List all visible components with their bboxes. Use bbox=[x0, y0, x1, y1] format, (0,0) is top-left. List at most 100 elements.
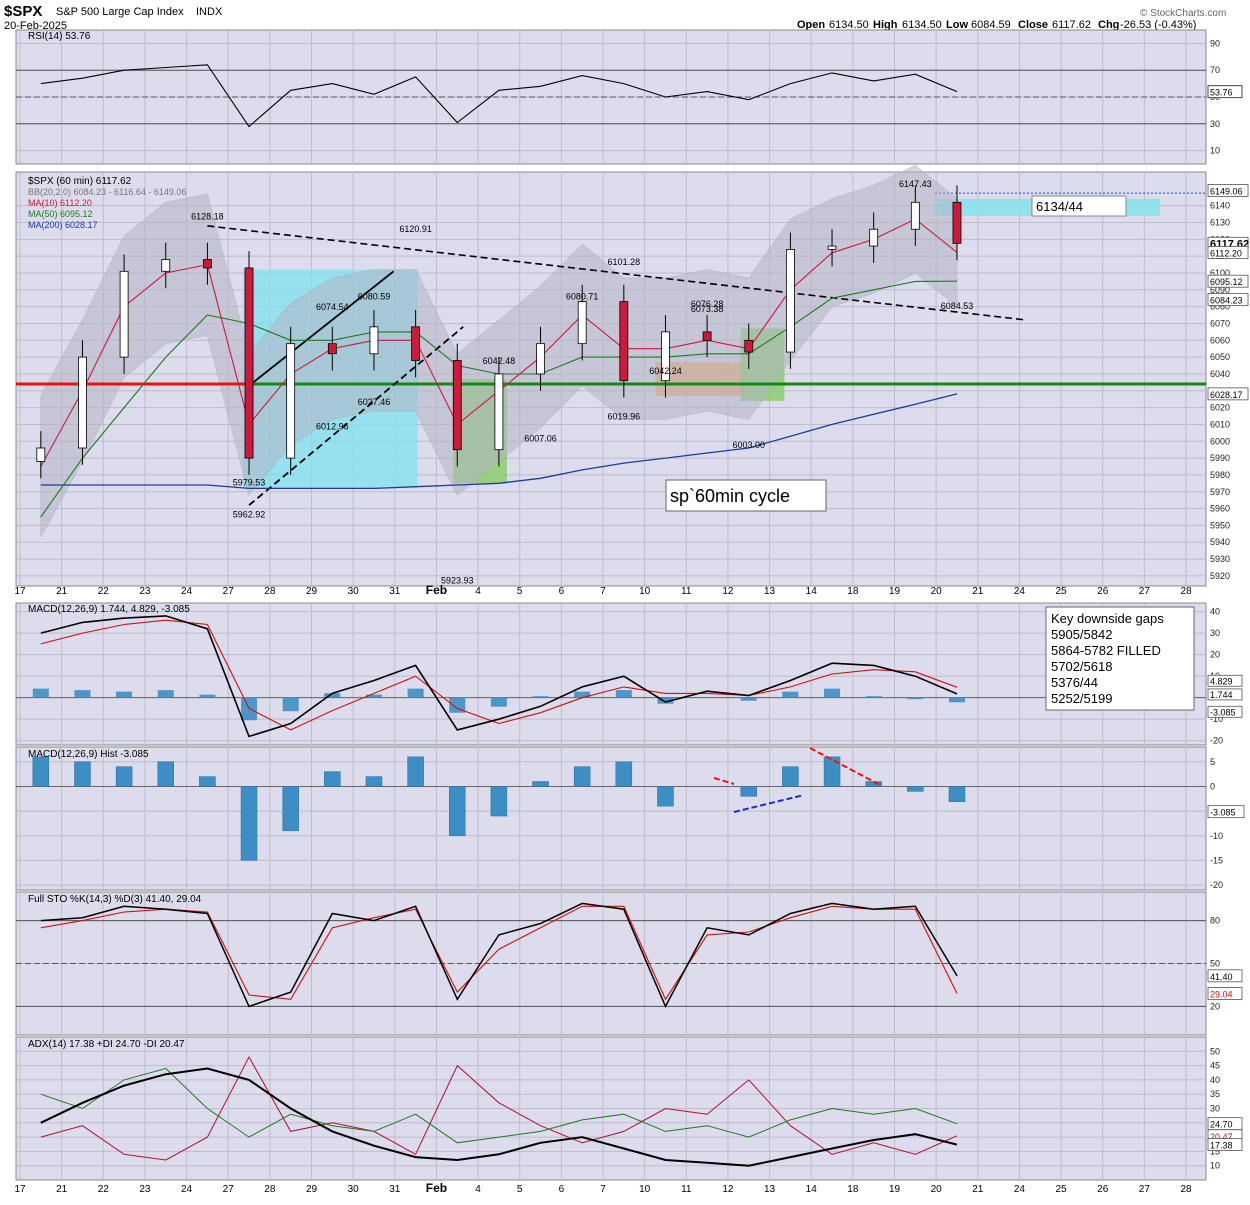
x-axis-label: Feb bbox=[426, 1181, 447, 1195]
macd-hist-bar bbox=[199, 694, 216, 698]
price-label: 6128.18 bbox=[191, 212, 224, 222]
candle-body bbox=[78, 356, 87, 449]
x-axis-label: 31 bbox=[389, 1184, 401, 1195]
x-axis-label: 21 bbox=[56, 1184, 68, 1195]
x-axis-label: 5 bbox=[517, 586, 523, 597]
x-axis-label: 26 bbox=[1097, 586, 1109, 597]
ma200-line bbox=[40, 393, 958, 490]
price-label: 6073.38 bbox=[691, 304, 724, 314]
x-axis-label: 13 bbox=[764, 1184, 776, 1195]
bollinger-band bbox=[40, 164, 958, 538]
adx-plus-di-line bbox=[40, 1067, 958, 1144]
sto-right-label: 29.04 bbox=[1210, 989, 1233, 999]
macd-hist-bar bbox=[74, 690, 91, 698]
price-label: 6042.48 bbox=[483, 356, 516, 366]
x-axis-label: 29 bbox=[306, 586, 318, 597]
sto-k-line bbox=[40, 902, 958, 1009]
hist-last-box bbox=[1207, 805, 1245, 819]
macd-tick-label: 30 bbox=[1210, 628, 1220, 638]
macd-hist-bar bbox=[532, 696, 549, 698]
x-axis-label: 18 bbox=[847, 1184, 859, 1195]
x-axis-label: 6 bbox=[559, 1184, 565, 1195]
hist-bar bbox=[324, 771, 341, 787]
macd-right-label: 4.829 bbox=[1210, 676, 1233, 686]
ma50-legend: MA(50) 6095.12 bbox=[28, 209, 93, 219]
price-tick-label: 5970 bbox=[1210, 487, 1230, 497]
price-label: 6019.96 bbox=[608, 412, 641, 422]
x-axis-label: 27 bbox=[223, 586, 235, 597]
macd-hist-bar bbox=[116, 691, 133, 698]
price-label: 6042.24 bbox=[649, 366, 682, 376]
price-label: 6101.28 bbox=[608, 257, 641, 267]
chg-value: -26.53 (-0.43%) bbox=[1120, 19, 1196, 31]
macd-hist-bar bbox=[574, 691, 591, 698]
price-tick-label: 6000 bbox=[1210, 436, 1230, 446]
hist-tick-label: -10 bbox=[1210, 831, 1223, 841]
macd-hist-bar bbox=[740, 697, 757, 701]
high-label: High bbox=[873, 19, 898, 31]
sto-legend: Full STO %K(14,3) %D(3) 41.40, 29.04 bbox=[28, 894, 202, 905]
low-label: Low bbox=[946, 19, 968, 31]
macd-hist-bar bbox=[824, 688, 841, 698]
x-axis-label: 21 bbox=[56, 586, 68, 597]
price-tick-label: 6060 bbox=[1210, 335, 1230, 345]
hist-bar bbox=[782, 766, 799, 787]
macd-hist-bar bbox=[657, 697, 674, 704]
price-tick-label: 6100 bbox=[1210, 268, 1230, 278]
candle-body bbox=[910, 201, 920, 230]
price-label: 6084.53 bbox=[941, 301, 974, 311]
x-axis-label: 25 bbox=[1056, 1184, 1068, 1195]
open-label: Open bbox=[797, 19, 825, 31]
price-label: 6120.91 bbox=[399, 224, 432, 234]
candle-body bbox=[161, 259, 171, 272]
adx-right-label: 24.70 bbox=[1210, 1120, 1233, 1130]
adx-tick-label: 35 bbox=[1210, 1089, 1220, 1099]
price-tick-label: 6090 bbox=[1210, 285, 1230, 295]
x-axis-label: 7 bbox=[600, 586, 606, 597]
price-right-box bbox=[1207, 184, 1249, 197]
gap-3: 5702/5618 bbox=[1051, 659, 1112, 674]
price-tick-label: 5930 bbox=[1210, 554, 1230, 564]
x-axis-label: 22 bbox=[98, 586, 110, 597]
x-axis-label: 6 bbox=[559, 586, 565, 597]
x-axis-label: 30 bbox=[348, 586, 360, 597]
channel-lower-line bbox=[248, 326, 464, 506]
divergence-red-long bbox=[809, 747, 881, 786]
adx-minus-di-line bbox=[40, 1055, 958, 1161]
x-axis-label: 27 bbox=[223, 1184, 235, 1195]
chart-exchange: INDX bbox=[196, 6, 223, 18]
price-label: 5979.53 bbox=[233, 478, 266, 488]
price-label: 5923.93 bbox=[441, 575, 474, 585]
x-axis-label: 5 bbox=[517, 1184, 523, 1195]
hist-bar bbox=[240, 786, 258, 861]
hist-tick-label: 5 bbox=[1210, 757, 1215, 767]
x-axis-label: 24 bbox=[1014, 1184, 1026, 1195]
x-axis-label: 21 bbox=[972, 1184, 984, 1195]
price-tick-label: 6020 bbox=[1210, 403, 1230, 413]
hist-bar bbox=[657, 786, 674, 807]
candle-body bbox=[369, 326, 379, 355]
price-tick-label: 6070 bbox=[1210, 318, 1230, 328]
macd-hist-bar bbox=[282, 697, 299, 712]
gaps-box bbox=[1045, 606, 1195, 711]
price-label: 6027.46 bbox=[358, 397, 391, 407]
candle-body bbox=[702, 331, 712, 341]
high-value: 6134.50 bbox=[902, 19, 942, 31]
x-axis-label: 19 bbox=[889, 586, 901, 597]
macd-hist-bar bbox=[907, 697, 924, 700]
hist-tick-label: -20 bbox=[1210, 880, 1223, 890]
macd-legend: MACD(12,26,9) 1.744, 4.829, -3.085 bbox=[28, 604, 190, 615]
x-axis-label: 11 bbox=[681, 1184, 692, 1195]
x-axis-label: 27 bbox=[1139, 1184, 1151, 1195]
price-right-label: 6084.23 bbox=[1210, 296, 1243, 306]
x-axis-label: 4 bbox=[475, 586, 481, 597]
price-label: 6012.96 bbox=[316, 421, 349, 431]
x-axis-label: 26 bbox=[1097, 1184, 1109, 1195]
hist-legend: MACD(12,26,9) Hist -3.085 bbox=[28, 749, 149, 760]
x-axis-label: 24 bbox=[181, 1184, 193, 1195]
candle-body bbox=[536, 343, 545, 375]
price-legend: $SPX (60 min) 6117.62 bbox=[28, 176, 132, 187]
x-axis-label: 28 bbox=[264, 1184, 276, 1195]
macd-right-label: -3.085 bbox=[1210, 707, 1236, 717]
candle-body bbox=[119, 270, 129, 358]
